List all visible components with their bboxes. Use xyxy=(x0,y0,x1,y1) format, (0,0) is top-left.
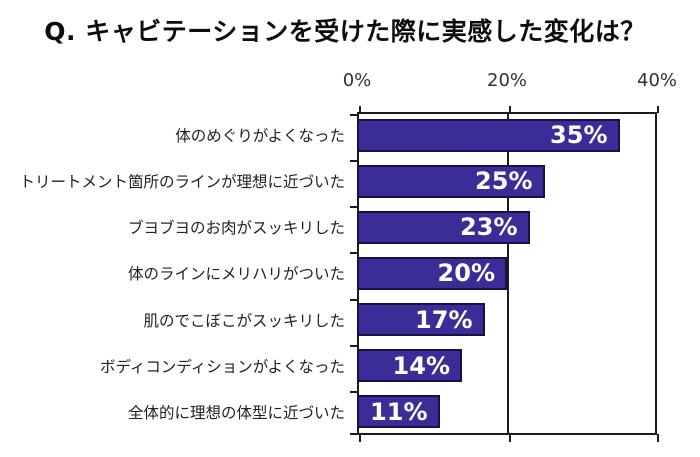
y-axis-tick-mark xyxy=(350,390,358,393)
bar-row: トリートメント箇所のラインが理想に近づいた 25% xyxy=(0,158,700,204)
bar-row: ボディコンディションがよくなった 14% xyxy=(0,343,700,389)
bar-row: 体のラインにメリハリがついた 20% xyxy=(0,250,700,296)
bar-row: ブヨブヨのお肉がスッキリした 23% xyxy=(0,204,700,250)
category-label: 全体的に理想の体型に近づいた xyxy=(127,403,345,422)
x-axis-tick-mark-top xyxy=(359,106,361,113)
y-axis-tick-mark xyxy=(350,298,358,301)
x-axis-tick-label: 0% xyxy=(342,70,372,91)
y-axis-tick-mark xyxy=(350,206,358,209)
bar: 25% xyxy=(357,164,545,198)
y-axis-tick-mark xyxy=(350,344,358,347)
bar-value-label: 17% xyxy=(415,305,473,334)
y-axis-tick-mark xyxy=(350,252,358,255)
y-axis-tick-mark xyxy=(350,433,358,435)
bar-row: 体のめぐりがよくなった 35% xyxy=(0,112,700,158)
bar: 14% xyxy=(357,349,462,383)
bar: 35% xyxy=(357,118,620,152)
category-label: 体のラインにメリハリがついた xyxy=(127,265,345,284)
x-axis-tick-mark-bottom xyxy=(657,434,659,442)
x-axis-tick-label: 40% xyxy=(636,70,678,91)
category-label: 肌のでこぼこがスッキリした xyxy=(143,311,345,330)
x-axis-tick-mark-bottom xyxy=(359,434,361,442)
bar: 11% xyxy=(357,395,440,429)
bar-rows: 体のめぐりがよくなった 35% トリートメント箇所のラインが理想に近づいた 25% ブヨ… xyxy=(0,112,700,435)
category-label: ボディコンディションがよくなった xyxy=(99,357,345,376)
bar: 23% xyxy=(357,210,530,244)
y-axis-tick-mark xyxy=(350,114,358,116)
x-axis-tick-label: 20% xyxy=(486,70,528,91)
bar-value-label: 14% xyxy=(392,351,450,380)
bar: 17% xyxy=(357,303,485,337)
gridline xyxy=(507,114,509,433)
category-label: ブヨブヨのお肉がスッキリした xyxy=(127,219,345,238)
x-axis-tick-mark-top xyxy=(509,106,511,113)
bar-value-label: 25% xyxy=(475,167,533,196)
bar-value-label: 23% xyxy=(460,213,518,242)
bar-value-label: 11% xyxy=(370,397,428,426)
x-axis-tick-mark-bottom xyxy=(509,434,511,442)
bar-value-label: 20% xyxy=(437,259,495,288)
bar: 20% xyxy=(357,256,507,290)
x-axis-tick-mark-top xyxy=(657,106,659,113)
chart-title: Q. キャビテーションを受けた際に実感した変化は？ xyxy=(44,17,646,46)
category-label: トリートメント箇所のラインが理想に近づいた xyxy=(19,173,345,192)
bar-row: 全体的に理想の体型に近づいた 11% xyxy=(0,389,700,435)
y-axis-tick-mark xyxy=(350,160,358,163)
bar-row: 肌のでこぼこがスッキリした 17% xyxy=(0,297,700,343)
bar-value-label: 35% xyxy=(550,121,608,150)
category-label: 体のめぐりがよくなった xyxy=(175,127,345,146)
